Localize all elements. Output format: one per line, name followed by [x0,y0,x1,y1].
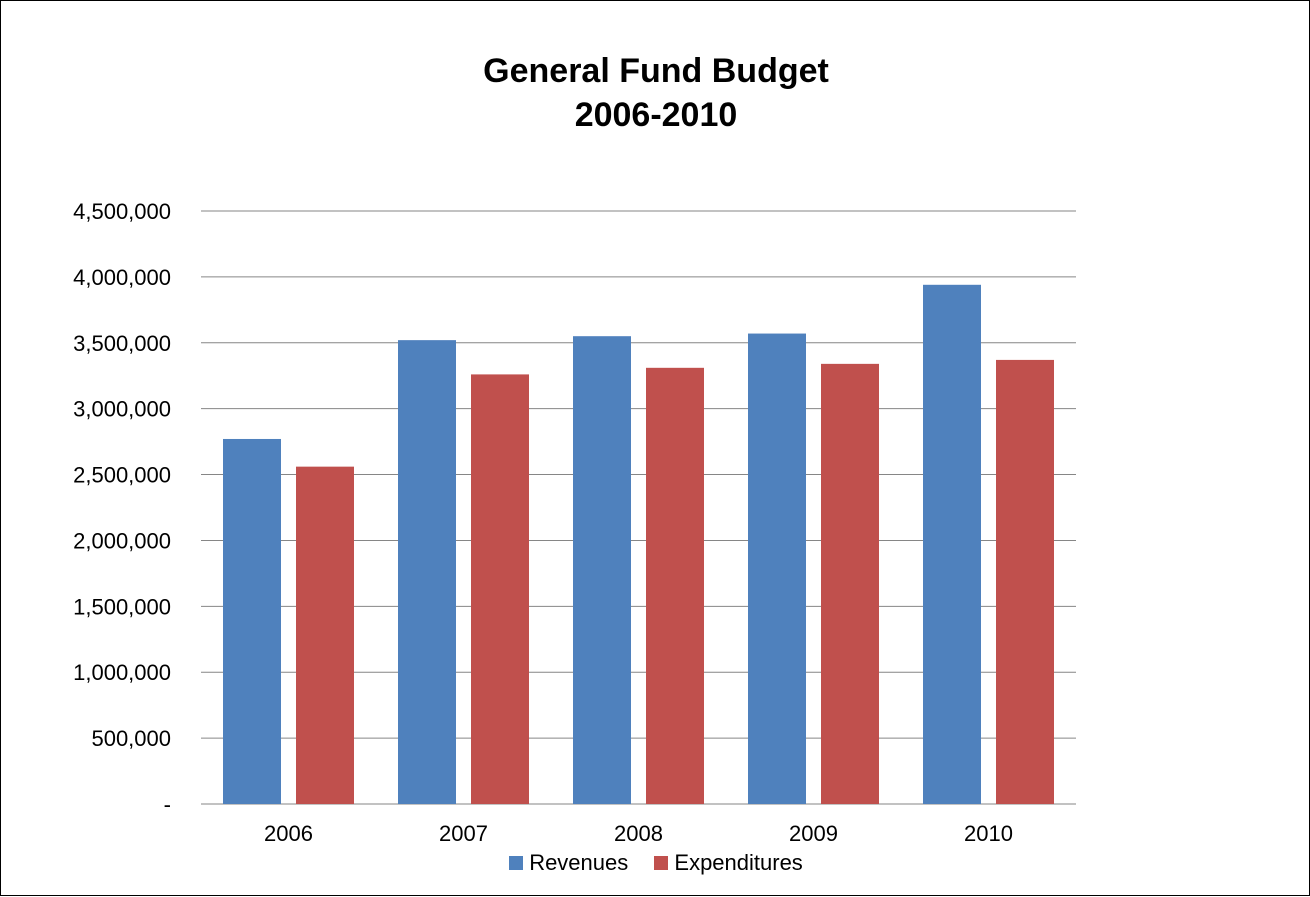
y-tick-label: 500,000 [91,726,171,751]
bar-revenues-2009 [748,333,806,804]
legend-label-expenditures: Expenditures [674,850,803,875]
y-tick-label: 2,000,000 [73,528,171,553]
chart-title: General Fund Budget 2006-2010 [1,49,1310,137]
legend-item-revenues: Revenues [509,849,628,877]
bar-revenues-2006 [223,438,281,804]
y-tick-label: 4,000,000 [73,265,171,290]
bar-expenditures-2006 [296,466,354,804]
y-tick-label: 1,500,000 [73,594,171,619]
bar-expenditures-2010 [996,359,1054,804]
y-tick-label: 3,000,000 [73,397,171,422]
bar-revenues-2008 [573,336,631,804]
chart-title-line-1: General Fund Budget [483,52,829,90]
y-tick-label: 3,500,000 [73,331,171,356]
bar-expenditures-2009 [821,363,879,804]
y-tick-label: 4,500,000 [73,199,171,224]
x-tick-label: 2007 [439,821,488,846]
legend-label-revenues: Revenues [529,850,629,875]
legend: Revenues Expenditures [1,849,1310,877]
legend-swatch-revenues [509,856,524,870]
bar-revenues-2007 [398,340,456,804]
bar-revenues-2010 [923,284,981,805]
y-tick-label: 2,500,000 [73,463,171,488]
x-tick-label: 2008 [614,821,663,846]
chart-title-line-2: 2006-2010 [574,96,738,134]
legend-item-expenditures: Expenditures [654,849,803,877]
x-tick-label: 2010 [964,821,1013,846]
x-tick-label: 2006 [264,821,313,846]
legend-swatch-expenditures [654,856,669,870]
bar-expenditures-2008 [646,367,704,804]
y-tick-label: 1,000,000 [73,660,171,685]
y-tick-label: - [164,792,171,817]
bar-expenditures-2007 [471,374,529,804]
x-tick-label: 2009 [789,821,838,846]
